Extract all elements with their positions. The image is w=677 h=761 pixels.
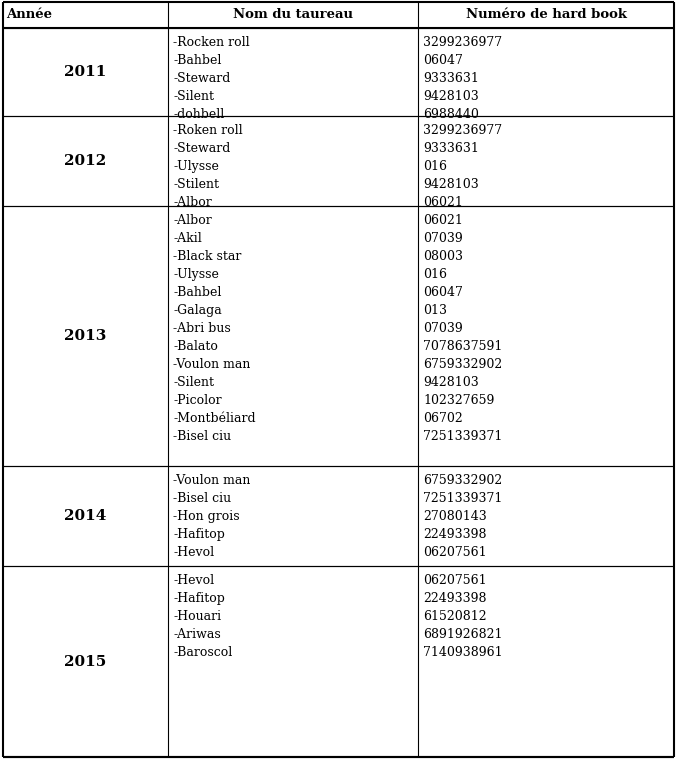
- Text: 016: 016: [423, 160, 447, 173]
- Text: 06047: 06047: [423, 54, 463, 67]
- Text: -Hafitop: -Hafitop: [173, 592, 225, 605]
- Text: -Albor: -Albor: [173, 214, 212, 227]
- Text: -Voulon man: -Voulon man: [173, 358, 250, 371]
- Text: 08003: 08003: [423, 250, 463, 263]
- Text: 06021: 06021: [423, 214, 463, 227]
- Text: 6988440: 6988440: [423, 108, 479, 121]
- Text: -Steward: -Steward: [173, 142, 230, 155]
- Text: 06047: 06047: [423, 286, 463, 299]
- Text: -Silent: -Silent: [173, 376, 214, 389]
- Text: -Bahbel: -Bahbel: [173, 286, 221, 299]
- Text: -Montbéliard: -Montbéliard: [173, 412, 256, 425]
- Text: -Albor: -Albor: [173, 196, 212, 209]
- Text: 22493398: 22493398: [423, 592, 487, 605]
- Text: -Hevol: -Hevol: [173, 546, 214, 559]
- Text: -Baroscol: -Baroscol: [173, 646, 232, 659]
- Text: 013: 013: [423, 304, 447, 317]
- Text: 2011: 2011: [64, 65, 107, 79]
- Text: 9428103: 9428103: [423, 90, 479, 103]
- Text: 7251339371: 7251339371: [423, 430, 502, 443]
- Text: 7251339371: 7251339371: [423, 492, 502, 505]
- Text: -Stilent: -Stilent: [173, 178, 219, 191]
- Text: -Akil: -Akil: [173, 232, 202, 245]
- Text: 06702: 06702: [423, 412, 463, 425]
- Text: -Voulon man: -Voulon man: [173, 474, 250, 487]
- Text: -Hafitop: -Hafitop: [173, 528, 225, 541]
- Text: 6759332902: 6759332902: [423, 358, 502, 371]
- Text: -Hevol: -Hevol: [173, 574, 214, 587]
- Text: 06207561: 06207561: [423, 546, 487, 559]
- Text: 3299236977: 3299236977: [423, 36, 502, 49]
- Text: 016: 016: [423, 268, 447, 281]
- Text: 9428103: 9428103: [423, 178, 479, 191]
- Text: -Hon grois: -Hon grois: [173, 510, 240, 523]
- Text: 07039: 07039: [423, 322, 463, 335]
- Text: 2014: 2014: [64, 509, 107, 523]
- Text: -Steward: -Steward: [173, 72, 230, 85]
- Text: Numéro de hard book: Numéro de hard book: [466, 8, 626, 21]
- Text: 2013: 2013: [64, 329, 107, 343]
- Text: -Bisel ciu: -Bisel ciu: [173, 492, 231, 505]
- Text: 102327659: 102327659: [423, 394, 494, 407]
- Text: -Black star: -Black star: [173, 250, 242, 263]
- Text: -Silent: -Silent: [173, 90, 214, 103]
- Text: 61520812: 61520812: [423, 610, 487, 623]
- Text: -Balato: -Balato: [173, 340, 218, 353]
- Text: 27080143: 27080143: [423, 510, 487, 523]
- Text: -Bisel ciu: -Bisel ciu: [173, 430, 231, 443]
- Text: -Bahbel: -Bahbel: [173, 54, 221, 67]
- Text: 2015: 2015: [64, 654, 106, 668]
- Text: -Rocken roll: -Rocken roll: [173, 36, 250, 49]
- Text: Nom du taureau: Nom du taureau: [233, 8, 353, 21]
- Text: 07039: 07039: [423, 232, 463, 245]
- Text: 3299236977: 3299236977: [423, 124, 502, 137]
- Text: -Galaga: -Galaga: [173, 304, 222, 317]
- Text: -Abri bus: -Abri bus: [173, 322, 231, 335]
- Text: 9333631: 9333631: [423, 72, 479, 85]
- Text: 2012: 2012: [64, 154, 106, 168]
- Text: -Picolor: -Picolor: [173, 394, 221, 407]
- Text: -Ulysse: -Ulysse: [173, 160, 219, 173]
- Text: 6891926821: 6891926821: [423, 628, 502, 641]
- Text: 7140938961: 7140938961: [423, 646, 502, 659]
- Text: 7078637591: 7078637591: [423, 340, 502, 353]
- Text: 06207561: 06207561: [423, 574, 487, 587]
- Text: -Ulysse: -Ulysse: [173, 268, 219, 281]
- Text: Année: Année: [6, 8, 52, 21]
- Text: 9333631: 9333631: [423, 142, 479, 155]
- Text: 6759332902: 6759332902: [423, 474, 502, 487]
- Text: -Ariwas: -Ariwas: [173, 628, 221, 641]
- Text: 9428103: 9428103: [423, 376, 479, 389]
- Text: -dohbell: -dohbell: [173, 108, 224, 121]
- Text: 22493398: 22493398: [423, 528, 487, 541]
- Text: -Houari: -Houari: [173, 610, 221, 623]
- Text: 06021: 06021: [423, 196, 463, 209]
- Text: -Roken roll: -Roken roll: [173, 124, 242, 137]
